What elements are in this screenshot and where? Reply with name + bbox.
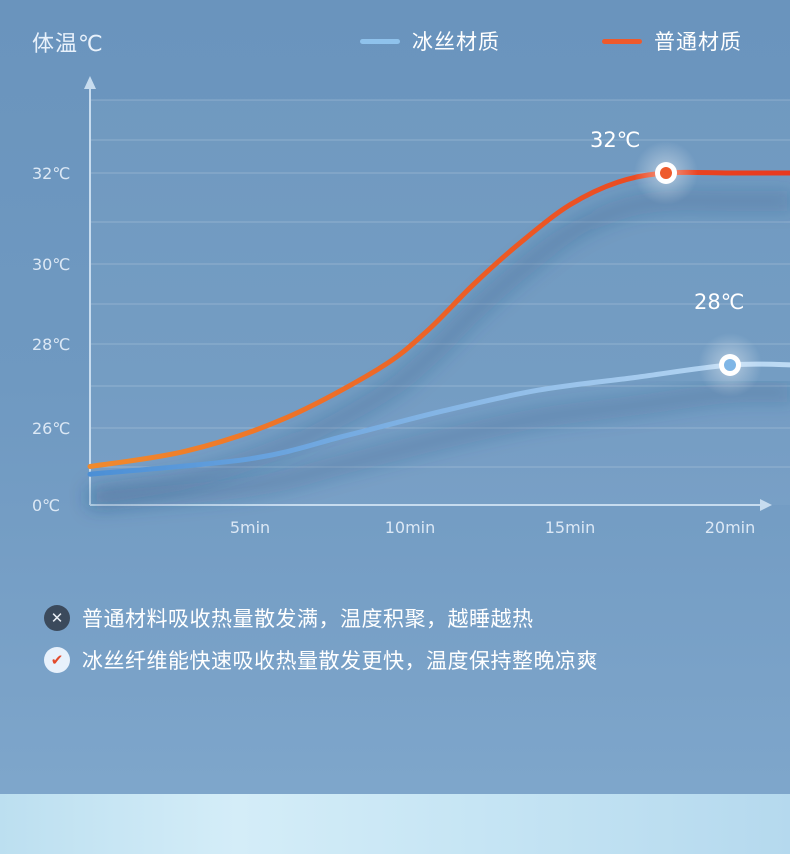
x-tick-label: 15min — [545, 518, 596, 537]
series-shadow — [89, 387, 790, 508]
check-icon: ✔ — [44, 647, 70, 673]
y-tick-label: 28℃ — [32, 335, 70, 354]
legend-label-ice-silk: 冰丝材质 — [412, 30, 500, 54]
y-tick-label: 0℃ — [32, 496, 60, 515]
x-tick-label: 5min — [230, 518, 270, 537]
note-ice-silk: ✔ 冰丝纤维能快速吸收热量散发更快，温度保持整晚凉爽 — [44, 642, 764, 678]
data-label: 28℃ — [694, 290, 744, 314]
data-point-core — [660, 167, 672, 179]
cross-icon: ✕ — [44, 605, 70, 631]
data-point-core — [724, 359, 736, 371]
temperature-line-chart: 0℃ 26℃ 28℃ 30℃ 32℃ 5min 10min 15min 20min 28℃ 32℃ — [32, 76, 790, 537]
x-tick-label: 20min — [705, 518, 756, 537]
y-tick-label: 30℃ — [32, 255, 70, 274]
y-tick-label: 32℃ — [32, 164, 70, 183]
legend-item-ice-silk: 冰丝材质 — [360, 26, 500, 56]
x-axis-arrow-icon — [760, 499, 772, 511]
chart-panel: 体温℃ 冰丝材质 普通材质 0℃ 26℃ 28℃ 30℃ 32℃ 5min 10min 15m… — [32, 26, 790, 684]
y-axis-arrow-icon — [84, 76, 96, 89]
legend-swatch-ordinary — [602, 38, 642, 44]
note-ordinary-text: 普通材料吸收热量散发满，温度积聚，越睡越热 — [82, 607, 534, 631]
y-tick-label: 26℃ — [32, 419, 70, 438]
note-ordinary: ✕ 普通材料吸收热量散发满，温度积聚，越睡越热 — [44, 600, 764, 636]
legend-label-ordinary: 普通材质 — [654, 30, 742, 54]
feature-notes: ✕ 普通材料吸收热量散发满，温度积聚，越睡越热 ✔ 冰丝纤维能快速吸收热量散发更… — [44, 600, 764, 684]
legend-item-ordinary: 普通材质 — [602, 26, 742, 56]
y-axis-title: 体温℃ — [32, 32, 104, 57]
data-label: 32℃ — [590, 128, 640, 152]
note-ice-silk-text: 冰丝纤维能快速吸收热量散发更快，温度保持整晚凉爽 — [82, 649, 598, 673]
fabric-texture-strip — [0, 794, 790, 854]
legend-swatch-ice-silk — [360, 38, 400, 44]
x-tick-label: 10min — [385, 518, 436, 537]
